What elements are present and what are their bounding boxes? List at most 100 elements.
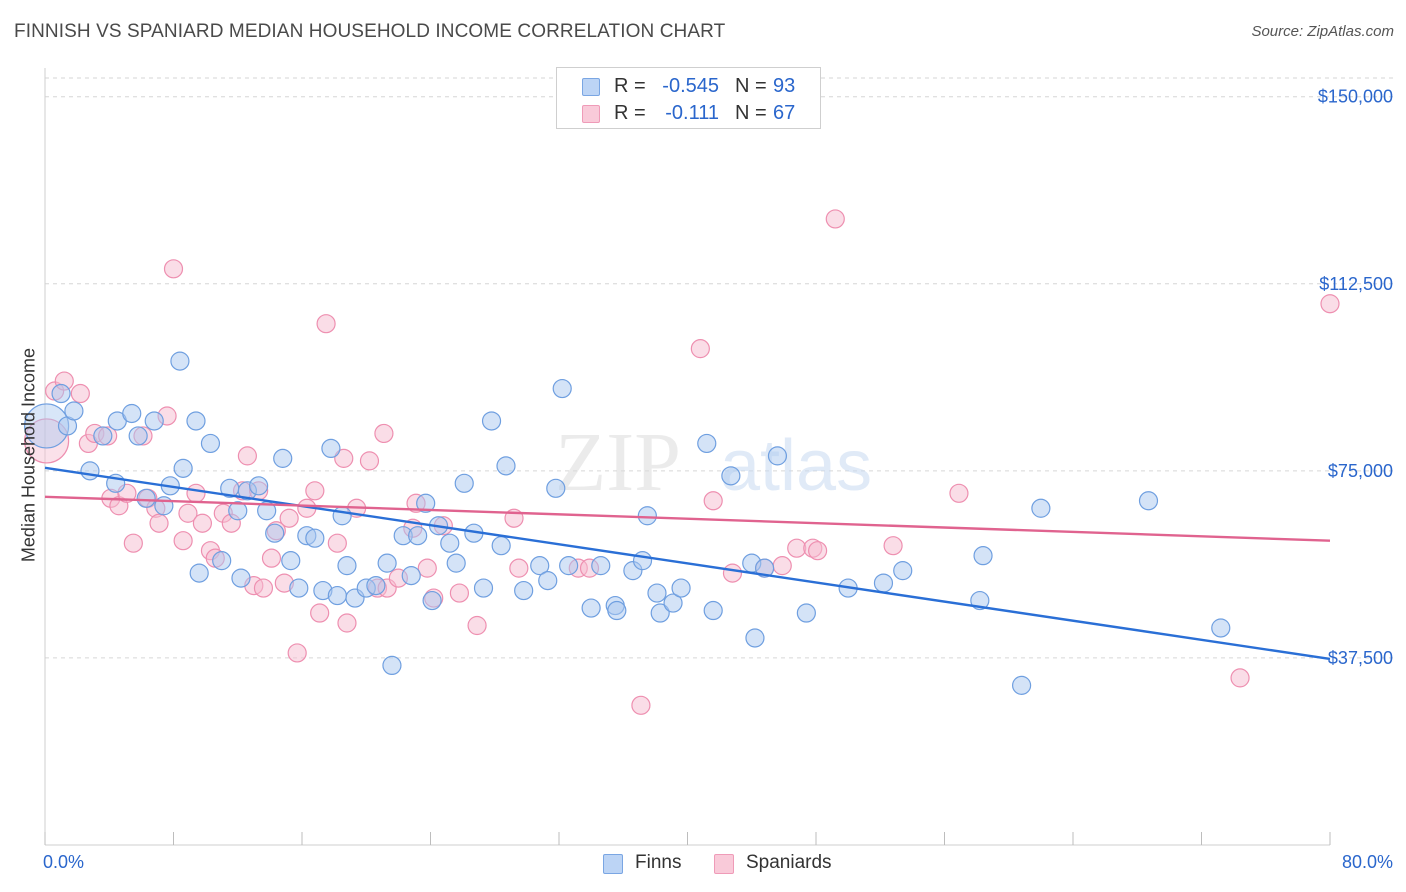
watermark: ZIP atlas <box>555 416 872 509</box>
finns-point <box>647 583 667 603</box>
legend-r-label: R = <box>614 75 646 97</box>
spaniards-point <box>417 558 437 578</box>
chart-source: Source: ZipAtlas.com <box>1251 23 1394 40</box>
legend-n-value: 93 <box>773 75 796 97</box>
spaniards-legend-label: Spaniards <box>746 852 832 873</box>
stats-legend: R = -0.545 N = 93 R = -0.111 N = 67 <box>556 67 821 129</box>
finns-point <box>491 536 511 556</box>
finns-point <box>546 478 566 498</box>
spaniards-point <box>1320 294 1340 314</box>
spaniards-point <box>305 481 325 501</box>
finns-point <box>893 561 913 581</box>
spaniards-point <box>825 209 845 229</box>
finns-point <box>473 578 494 598</box>
finns-point <box>212 551 232 571</box>
finns-point <box>377 553 397 573</box>
spaniards-point <box>808 541 828 561</box>
spaniards-point <box>237 446 257 466</box>
spaniards-point <box>327 533 347 553</box>
finns-point <box>754 558 775 578</box>
spaniards-point <box>279 508 299 528</box>
finns-trend-line <box>44 466 1331 661</box>
spaniards-point <box>334 448 354 468</box>
finns-point <box>170 351 190 371</box>
finns-point <box>607 600 627 621</box>
finns-legend-label: Finns <box>635 852 682 873</box>
finns-point <box>1011 675 1032 695</box>
finns-point <box>327 585 347 606</box>
chart-title: FINNISH VS SPANIARD MEDIAN HOUSEHOLD INC… <box>14 21 726 42</box>
spaniards-point <box>787 538 807 558</box>
finns-point <box>408 526 428 546</box>
finns-point <box>332 506 352 526</box>
spaniards-point <box>178 503 198 523</box>
finns-point <box>189 563 209 583</box>
watermark-zip: ZIP <box>555 416 681 509</box>
finns-point <box>273 448 293 468</box>
finns-point <box>671 578 691 598</box>
finns-point <box>200 433 221 454</box>
finns-point <box>663 593 683 613</box>
legend-r-label: R = <box>614 102 646 124</box>
finns-point <box>289 578 309 598</box>
spaniards-point <box>310 603 330 623</box>
legend-row-finns: R = -0.545 N = 93 <box>557 72 820 102</box>
finns-point <box>401 566 421 586</box>
finns-point <box>51 383 71 404</box>
finns-point <box>514 580 534 601</box>
finns-point <box>1031 498 1051 518</box>
spaniards-swatch <box>582 105 600 123</box>
finns-point <box>249 476 269 496</box>
spaniards-point <box>690 339 710 359</box>
finns-point <box>721 466 741 486</box>
spaniards-point <box>192 513 213 533</box>
points-layer <box>24 209 1340 715</box>
finns-point <box>1138 491 1159 511</box>
spaniards-trend-line <box>44 495 1331 542</box>
finns-point <box>136 488 156 508</box>
finns-legend-swatch <box>603 854 623 874</box>
legend-n-label: N = <box>735 75 767 97</box>
finns-point <box>321 438 341 459</box>
y-tick-label: $150,000 <box>1318 87 1393 107</box>
spaniards-point <box>186 483 206 503</box>
finns-point <box>228 501 248 521</box>
spaniards-point <box>772 556 792 576</box>
legend-r-value: -0.111 <box>665 102 719 124</box>
legend-n-label: N = <box>735 102 767 124</box>
spaniards-point <box>703 491 723 511</box>
finns-point <box>796 603 816 623</box>
finns-point <box>1211 618 1231 638</box>
y-tick-label: $112,500 <box>1319 274 1393 294</box>
finns-point <box>80 461 100 481</box>
finns-point <box>416 493 436 513</box>
y-tick-label: $75,000 <box>1328 461 1393 481</box>
finns-point <box>122 403 142 424</box>
watermark-atlas: atlas <box>720 426 872 506</box>
spaniards-point <box>883 536 903 556</box>
legend-row-spaniards: R = -0.111 N = 67 <box>557 99 820 129</box>
finns-point <box>440 533 460 553</box>
finns-point <box>973 546 993 566</box>
spaniards-point <box>467 615 487 636</box>
finns-point <box>128 426 148 446</box>
y-tick-label: $37,500 <box>1328 648 1393 668</box>
spaniards-point <box>261 548 282 568</box>
finns-point <box>552 378 572 399</box>
finns-point <box>366 575 386 596</box>
finns-point <box>337 556 357 576</box>
finns-point <box>382 655 402 676</box>
spaniards-point <box>123 533 143 553</box>
spaniards-point <box>163 259 184 279</box>
spaniards-point <box>449 583 470 603</box>
spaniards-point <box>70 383 90 404</box>
finns-point <box>446 553 466 573</box>
finns-point <box>637 506 657 526</box>
y-tick-labels: $150,000 $112,500 $75,000 $37,500 <box>1318 87 1393 668</box>
spaniards-point <box>316 314 336 334</box>
finns-point <box>530 556 550 576</box>
spaniards-legend-swatch <box>714 854 734 874</box>
finns-point <box>496 456 516 476</box>
finns-point <box>231 568 251 588</box>
